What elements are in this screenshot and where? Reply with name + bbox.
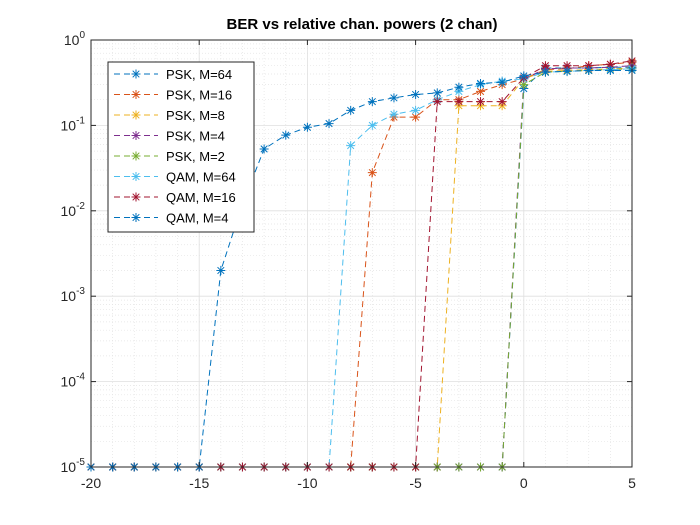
data-point-marker (540, 61, 550, 71)
data-point-marker (562, 61, 572, 71)
data-point-marker (454, 97, 464, 107)
legend-label: PSK, M=8 (166, 108, 225, 123)
legend-label: QAM, M=16 (166, 190, 236, 205)
legend-box (107, 61, 255, 233)
legend-label: PSK, M=2 (166, 149, 225, 164)
data-point-marker (131, 90, 141, 99)
x-tick-label: 0 (520, 475, 528, 491)
data-point-marker (476, 97, 486, 107)
data-point-marker (131, 69, 141, 79)
x-tick-label: -20 (81, 475, 101, 491)
legend-entry: PSK, M=8 (114, 108, 225, 123)
data-point-marker (540, 67, 550, 77)
x-tick-label: -10 (297, 475, 317, 491)
legend-label: QAM, M=4 (166, 211, 229, 226)
data-point-marker (497, 97, 507, 107)
x-tick-label: -5 (409, 475, 422, 491)
y-tick-label: 10-1 (61, 115, 86, 133)
plot-area: -20 -15 -10 -5 0 5 10-5 10-4 10-3 10-2 10-1 100 PSK,… (61, 30, 637, 491)
data-point-marker (346, 105, 356, 115)
data-point-marker (411, 105, 421, 115)
legend-entry: PSK, M=2 (114, 149, 225, 164)
legend-entry: PSK, M=4 (114, 129, 225, 144)
y-tick-label: 10-3 (61, 286, 86, 304)
data-point-marker (131, 192, 141, 202)
data-point-marker (131, 213, 141, 222)
data-point-marker (584, 61, 594, 71)
legend-label: PSK, M=64 (166, 67, 232, 82)
y-tick-label: 10-5 (61, 457, 86, 475)
legend-label: PSK, M=4 (166, 129, 225, 144)
data-point-marker (605, 59, 615, 69)
y-tick-label: 10-4 (61, 372, 86, 390)
legend-label: PSK, M=16 (166, 88, 232, 103)
chart-title: BER vs relative chan. powers (2 chan) (227, 16, 498, 33)
legend-entry: QAM, M=64 (114, 170, 236, 185)
data-point-marker (346, 141, 356, 151)
data-point-marker (562, 66, 572, 76)
data-point-marker (584, 65, 594, 75)
data-point-marker (324, 119, 334, 129)
data-point-marker (389, 93, 399, 103)
x-tick-label: -15 (189, 475, 209, 491)
data-point-marker (131, 151, 141, 161)
data-point-marker (432, 88, 442, 98)
data-point-marker (476, 86, 486, 96)
data-point-marker (432, 97, 442, 107)
legend: PSK, M=64 PSK, M=16 PSK, M=8 PSK, M=4 PSK, M… (107, 61, 255, 233)
legend-entry: QAM, M=16 (114, 190, 236, 205)
y-tick-label: 100 (64, 30, 86, 48)
data-point-marker (411, 112, 421, 122)
data-point-marker (131, 110, 141, 120)
legend-entry: QAM, M=4 (114, 211, 229, 226)
data-point-marker (131, 172, 141, 181)
data-point-marker (411, 90, 421, 100)
data-point-marker (367, 168, 377, 178)
x-tick-label: 5 (628, 475, 636, 491)
data-point-marker (281, 130, 291, 140)
axes-box (90, 39, 633, 468)
data-point-marker (519, 80, 529, 90)
data-point-marker (131, 131, 141, 140)
data-point-marker (259, 144, 269, 154)
legend-entry: PSK, M=16 (114, 88, 232, 103)
data-point-marker (454, 82, 464, 92)
data-point-marker (476, 78, 486, 88)
data-point-marker (367, 120, 377, 130)
legend-entry: PSK, M=64 (114, 67, 232, 82)
data-point-marker (389, 109, 399, 119)
data-point-marker (605, 65, 615, 75)
data-point-marker (519, 71, 529, 81)
y-tick-label: 10-2 (61, 201, 86, 219)
data-point-marker (216, 265, 226, 275)
data-point-marker (302, 122, 312, 132)
data-point-marker (367, 97, 377, 107)
legend-label: QAM, M=64 (166, 170, 236, 185)
data-point-marker (497, 77, 507, 87)
